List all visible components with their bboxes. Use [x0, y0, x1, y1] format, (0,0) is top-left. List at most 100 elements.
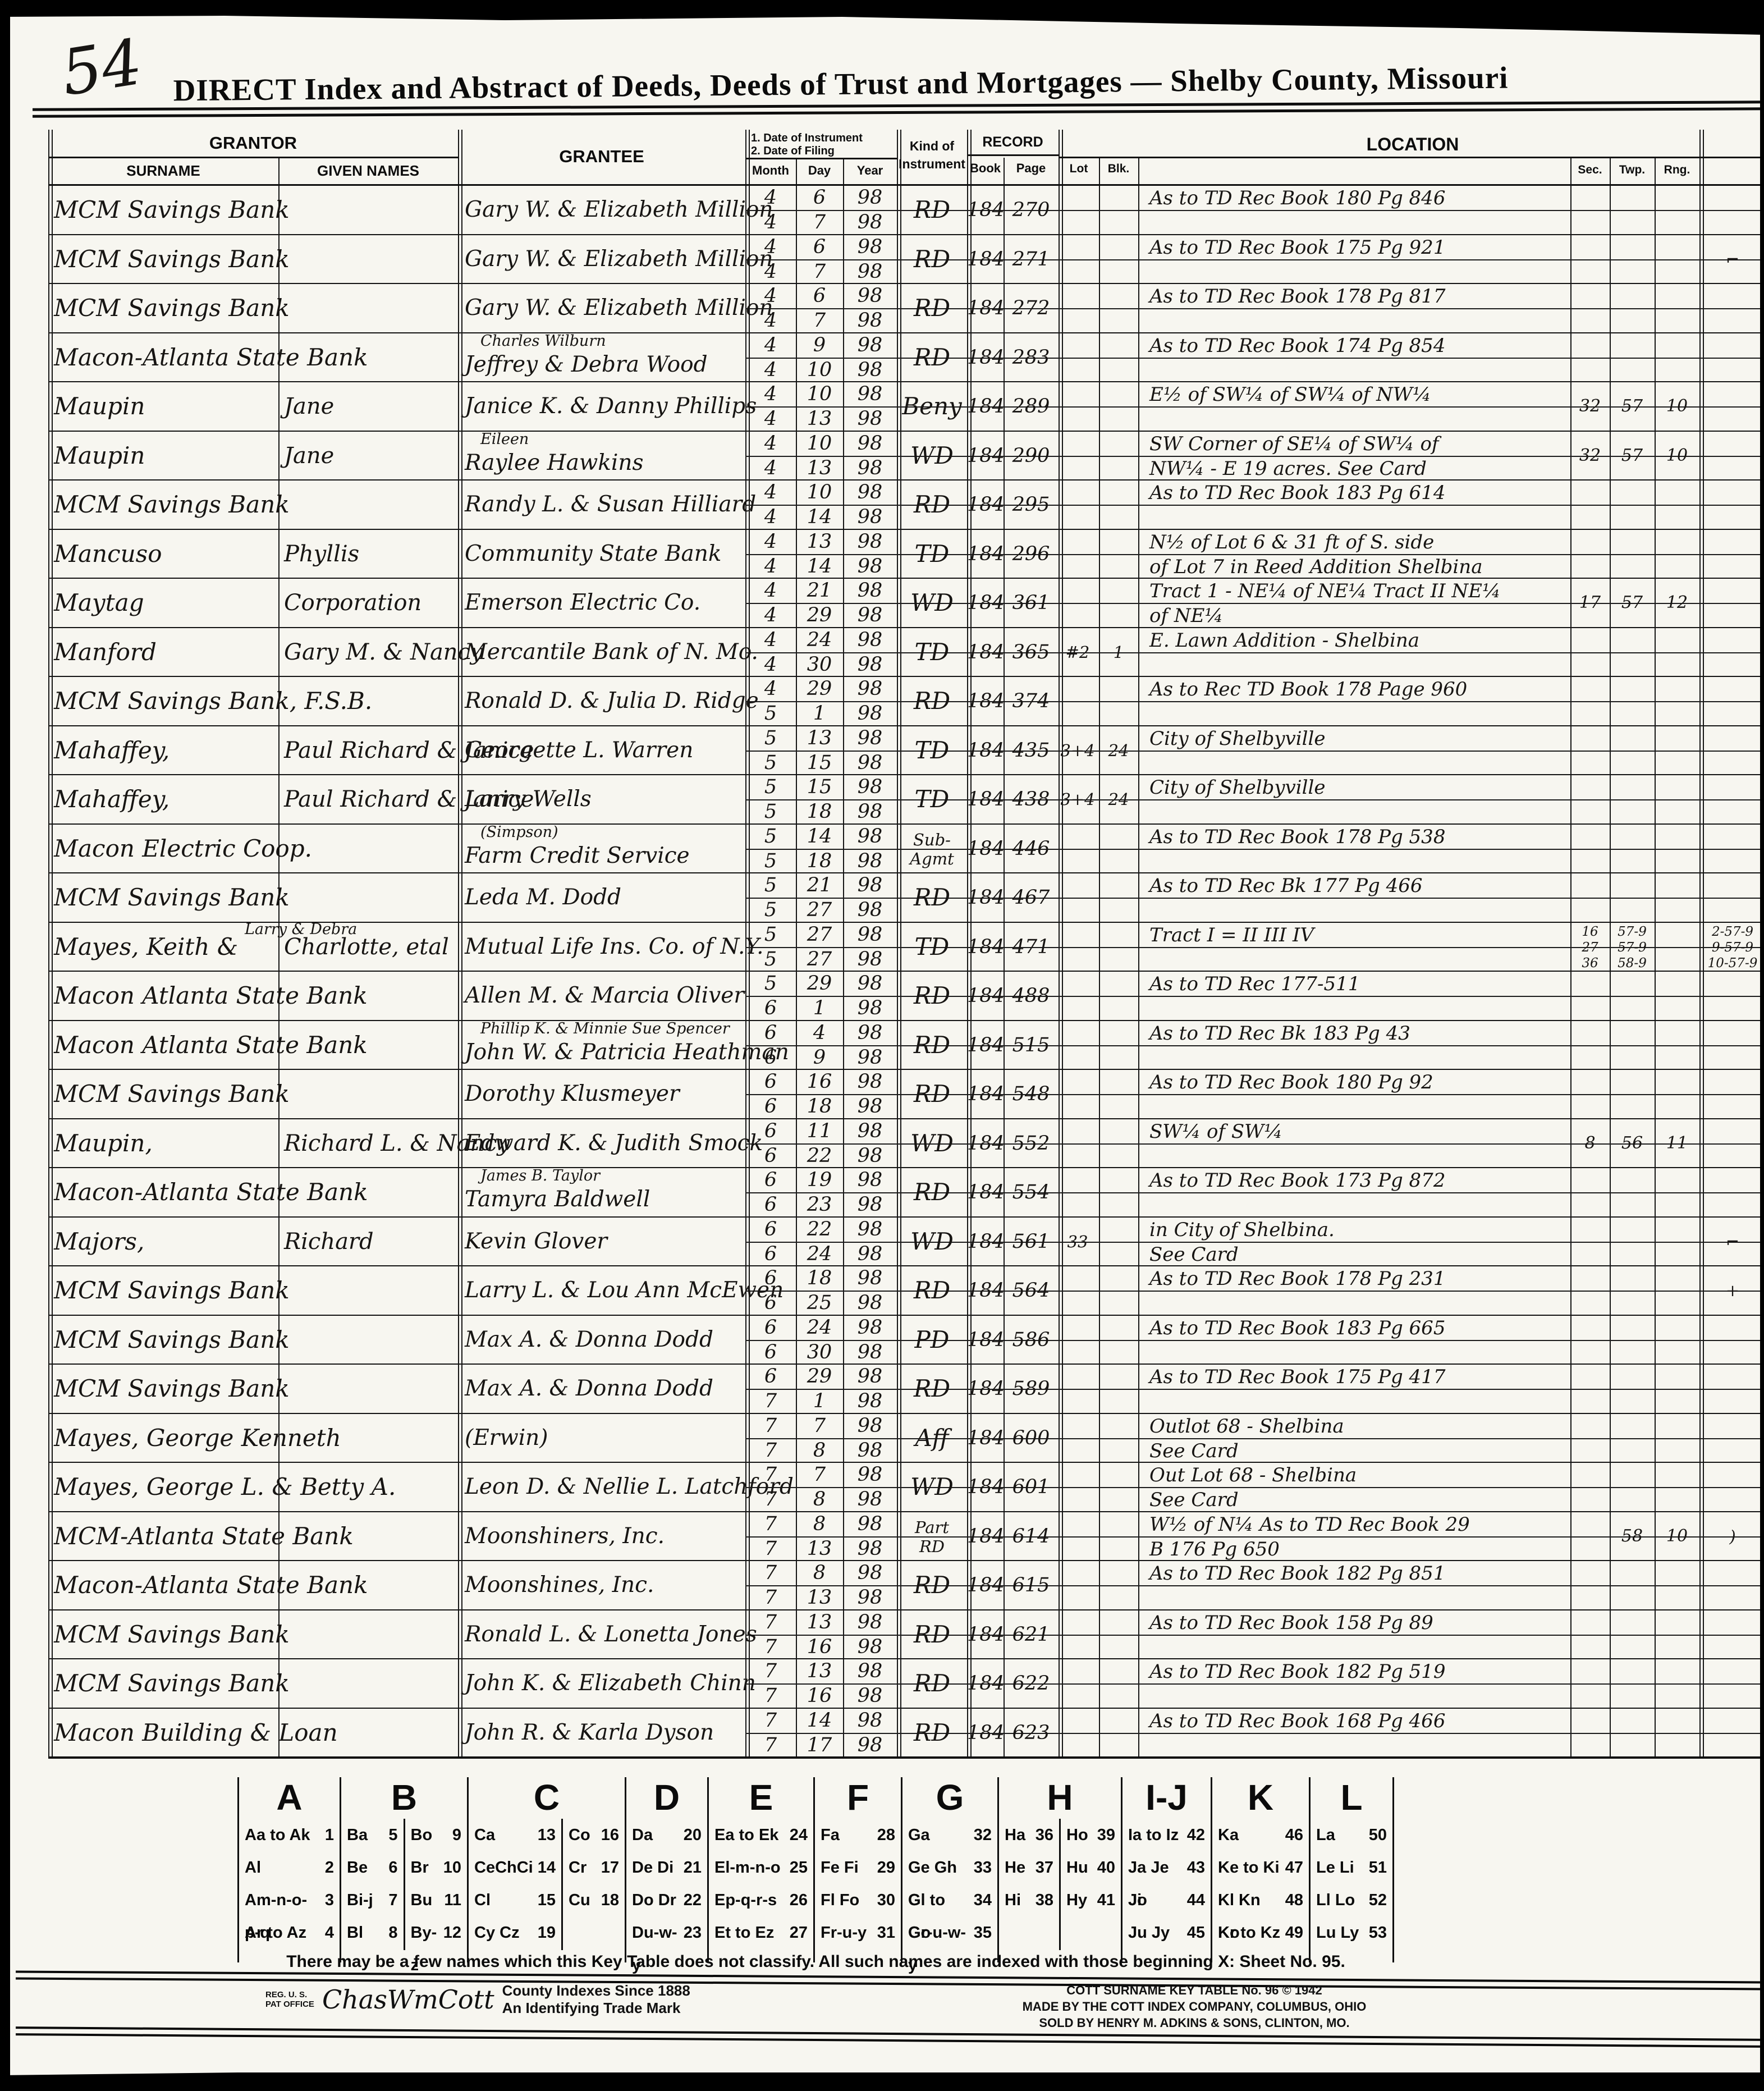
- tm-line-2: An Identifying Trade Mark: [502, 2000, 681, 2016]
- key-columns: Ca 13 CeChCi 14 Cl 15 Cy Cz 19 Co 16 Cr 17 Cu 18: [469, 1819, 625, 1950]
- record-page: 601: [1012, 1476, 1050, 1498]
- kind-of-instrument: WD: [910, 1473, 954, 1500]
- grantor-surname: MCM Savings Bank: [54, 245, 290, 273]
- key-letter: E: [749, 1777, 773, 1818]
- table-row: MCM Savings Bank Gary W. & Elizabeth Mill…: [48, 186, 1764, 235]
- record-book: 184: [967, 1721, 1005, 1744]
- date-of-filing: 5 18 98: [764, 800, 883, 823]
- key-item: Cu 18: [569, 1891, 619, 1909]
- grantee: Leda M. Dodd: [465, 885, 621, 910]
- record-page: 589: [1012, 1378, 1050, 1400]
- location-lot: 3+4: [1060, 790, 1095, 809]
- location-text-line-1: in City of Shelbina.: [1149, 1218, 1335, 1241]
- publisher-line-2: MADE BY THE COTT INDEX COMPANY, COLUMBUS…: [1022, 2000, 1367, 2014]
- kind-of-instrument: Part RD: [914, 1517, 950, 1556]
- key-item: Ea to Ek 24: [714, 1826, 808, 1844]
- location-rng: 10: [1666, 1526, 1688, 1546]
- location-text-line-1: As to TD Rec Bk 177 Pg 466: [1149, 875, 1423, 897]
- kind-of-instrument: PD: [914, 1325, 950, 1353]
- key-columns: Ga 32 Ge Gh Gi 33 Gl to Go 34 Gr-u-w-y 35: [902, 1819, 997, 1974]
- kind-of-instrument: WD: [910, 1129, 954, 1157]
- key-item: Bu 11: [410, 1891, 462, 1909]
- header-book: Book: [970, 161, 1001, 175]
- table-row: MCM Savings Bank Gary W. & Elizabeth Mill…: [48, 284, 1764, 333]
- row-mid-rule: [745, 603, 1764, 604]
- date-of-instrument: 4 13 98: [764, 530, 883, 553]
- kind-of-instrument: RD: [913, 687, 951, 715]
- grantee: Larry L. & Lou Ann McEwen: [465, 1278, 784, 1303]
- key-item: Fe Fi 29: [821, 1859, 895, 1877]
- location-twp: 57-9 57-9 58-9: [1618, 924, 1647, 971]
- key-item: Ju Jy 45: [1128, 1924, 1205, 1942]
- reg-line-2: PAT OFFICE: [265, 2000, 314, 2009]
- location-text-line-1: As to TD Rec Book 182 Pg 519: [1149, 1660, 1446, 1683]
- location-text-line-2: NW¼ - E 19 acres. See Card: [1149, 457, 1427, 480]
- grantee: Allen M. & Marcia Oliver: [465, 983, 745, 1008]
- location-twp: 57: [1621, 396, 1643, 416]
- header-grantor: GRANTOR: [209, 133, 297, 153]
- table-row: MCM Savings Bank Randy L. & Susan Hilliar…: [48, 481, 1764, 530]
- record-book: 184: [967, 1033, 1005, 1056]
- grantor-surname: Maytag: [54, 589, 144, 616]
- location-text-line-1: As to TD Rec Book 175 Pg 417: [1149, 1366, 1446, 1388]
- kind-of-instrument: TD: [914, 638, 950, 666]
- record-page: 270: [1012, 199, 1050, 221]
- location-text-line-1: As to TD Rec Bk 183 Pg 43: [1149, 1022, 1410, 1045]
- margin-note: ⌐: [1725, 1232, 1740, 1251]
- date-of-filing: 4 7 98: [764, 211, 883, 234]
- table-row: Mahaffey, Paul Richard & Janice Larry Well…: [48, 775, 1764, 825]
- key-item: Ep-q-r-s 26: [714, 1891, 808, 1909]
- record-book: 184: [967, 1574, 1005, 1596]
- location-text-line-1: As to TD Rec Book 174 Pg 854: [1149, 334, 1446, 357]
- date-of-instrument: 7 7 98: [764, 1414, 883, 1437]
- grantee: Leon D. & Nellie L. Latchford: [465, 1474, 794, 1499]
- grantee: Farm Credit Service: [465, 843, 690, 868]
- location-lot: #2: [1065, 642, 1090, 662]
- record-book: 184: [967, 493, 1005, 516]
- location-text-line-1: SW Corner of SE¼ of SW¼ of: [1149, 432, 1439, 455]
- row-mid-rule: [745, 1536, 1764, 1538]
- table-row: MCM Savings Bank Leda M. Dodd 5 21 98 5 27 98 RD…: [48, 873, 1764, 923]
- grantee: Gary W. & Elizabeth Million: [465, 197, 773, 222]
- date-of-filing: 7 16 98: [764, 1635, 883, 1658]
- date-of-filing: 6 9 98: [764, 1046, 883, 1069]
- kind-of-instrument: Beny: [902, 392, 962, 420]
- key-letter: B: [391, 1777, 418, 1818]
- grantor-given-names: Corporation: [284, 590, 422, 616]
- record-book: 184: [967, 935, 1005, 958]
- key-item: Ka 46: [1218, 1826, 1303, 1844]
- kind-of-instrument: RD: [913, 1620, 951, 1648]
- table-row: Mancuso Phyllis Community State Bank 4 13 98 4…: [48, 530, 1764, 579]
- record-book: 184: [967, 592, 1005, 614]
- header-year: Year: [856, 163, 883, 177]
- key-columns: Ea to Ek 24 El-m-n-o 25 Ep-q-r-s 26 Et to Ez 27: [709, 1819, 813, 1950]
- key-letter: K: [1247, 1777, 1274, 1818]
- location-text-line-1: As to TD Rec Book 180 Pg 846: [1149, 187, 1446, 209]
- date-of-instrument: 6 16 98: [764, 1070, 883, 1093]
- record-page: 586: [1012, 1328, 1050, 1351]
- header-given-names: GIVEN NAMES: [317, 162, 420, 179]
- key-item: Co 16: [569, 1826, 619, 1844]
- table-row: Mayes, Keith & Charlotte, etal Larry & Deb…: [48, 921, 1764, 972]
- location-sec: 32: [1579, 396, 1601, 416]
- grantee: Larry Wells: [465, 786, 592, 812]
- kind-of-instrument: TD: [914, 539, 950, 568]
- key-item: By-z 12: [410, 1924, 462, 1974]
- grantor-surname: Macon-Atlanta State Bank: [54, 1178, 368, 1206]
- kind-of-instrument: RD: [913, 1669, 951, 1697]
- grantee: Raylee Hawkins: [465, 450, 644, 475]
- location-text-line-1: E½ of SW¼ of SW¼ of NW¼: [1149, 383, 1431, 406]
- grantor-surname: MCM Savings Bank: [54, 1080, 290, 1108]
- key-item: Et to Ez 27: [714, 1924, 808, 1942]
- margin-note: +: [1725, 1281, 1740, 1300]
- row-mid-rule: [745, 308, 1764, 309]
- grantor-surname: Macon-Atlanta State Bank: [54, 1571, 368, 1599]
- table-row: MCM Savings Bank Gary W. & Elizabeth Mill…: [48, 235, 1764, 284]
- record-book: 184: [967, 1132, 1005, 1155]
- record-book: 184: [967, 1083, 1005, 1105]
- record-page: 564: [1012, 1279, 1050, 1302]
- grantee-note: Eileen: [480, 430, 529, 448]
- date-of-instrument: 5 29 98: [764, 972, 883, 995]
- row-mid-rule: [745, 357, 1764, 359]
- date-of-filing: 5 15 98: [764, 751, 883, 774]
